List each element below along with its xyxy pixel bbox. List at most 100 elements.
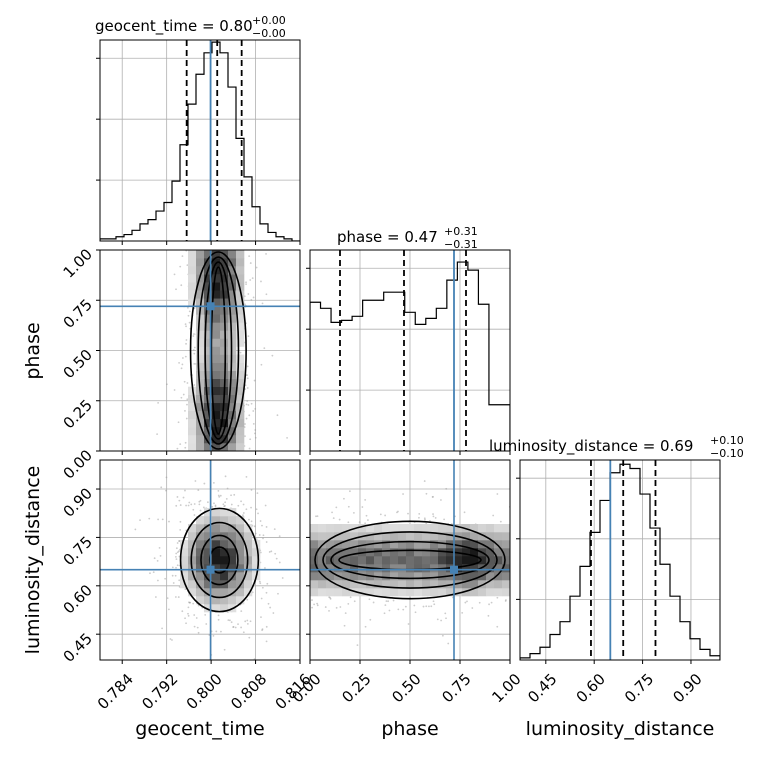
scatter-point <box>230 621 233 624</box>
scatter-point <box>261 629 264 632</box>
density-cell <box>374 532 383 541</box>
scatter-point <box>259 551 262 554</box>
density-cell <box>228 290 237 299</box>
density-cell <box>204 386 213 396</box>
scatter-point <box>425 605 428 608</box>
density-cell <box>196 250 205 259</box>
density-cell <box>228 386 237 396</box>
title-luminosity-distance-minus: −0.10 <box>710 447 744 460</box>
density-cell <box>342 572 351 581</box>
density-cell <box>244 548 253 557</box>
scatter-point <box>204 613 207 616</box>
density-cell <box>318 556 327 565</box>
scatter-point <box>261 586 264 589</box>
scatter-point <box>245 475 248 478</box>
density-cell <box>212 442 221 451</box>
scatter-point <box>178 550 180 553</box>
density-cell <box>382 588 391 597</box>
scatter-point <box>407 623 410 625</box>
density-cell <box>342 564 351 573</box>
xtick-label-geocent_time-1: 0.792 <box>138 670 181 713</box>
density-cell <box>494 588 503 597</box>
density-cell <box>204 580 213 589</box>
density-cell <box>196 540 205 549</box>
panel-luminosity_distance-luminosity_distance <box>520 460 720 660</box>
density-cell <box>382 556 391 565</box>
density-cell <box>318 532 327 541</box>
density-cell <box>390 564 399 573</box>
density-cell <box>228 426 237 436</box>
scatter-point <box>195 617 198 619</box>
density-cell <box>494 548 503 557</box>
scatter-point <box>247 293 250 295</box>
density-cell <box>212 314 221 323</box>
density-cell <box>180 564 189 573</box>
scatter-point <box>440 499 442 501</box>
scatter-point <box>193 503 196 505</box>
density-cell <box>350 580 359 589</box>
scatter-point <box>268 551 271 553</box>
density-cell <box>212 386 221 396</box>
density-cell <box>204 314 213 323</box>
density-cell <box>180 572 189 581</box>
density-cell <box>204 250 213 259</box>
density-cell <box>220 258 229 267</box>
scatter-point <box>332 517 335 520</box>
density-cell <box>228 524 237 533</box>
scatter-point <box>220 630 222 633</box>
scatter-point <box>215 667 217 669</box>
density-cell <box>318 580 327 589</box>
density-cell <box>212 330 221 339</box>
scatter-point <box>407 512 409 515</box>
density-cell <box>398 556 407 565</box>
scatter-point <box>335 506 338 509</box>
scatter-point <box>213 502 215 505</box>
density-cell <box>204 338 213 347</box>
density-cell <box>422 580 431 589</box>
scatter-point <box>158 546 161 549</box>
density-cell <box>212 402 221 412</box>
scatter-point <box>496 493 499 495</box>
density-cell <box>228 596 237 605</box>
density-cell <box>236 290 245 299</box>
density-cell <box>212 418 221 428</box>
density-cell <box>326 524 335 533</box>
scatter-point <box>174 574 177 577</box>
density-cell <box>244 524 253 533</box>
scatter-point <box>212 481 215 484</box>
panel-geocent_time-phase <box>100 250 300 451</box>
density-cell <box>470 524 479 533</box>
scatter-point <box>255 538 258 541</box>
scatter-point <box>392 599 395 602</box>
scatter-point <box>243 303 246 306</box>
scatter-point <box>159 554 162 557</box>
density-cell <box>188 410 197 420</box>
density-cell <box>236 378 245 387</box>
density-cell <box>228 434 237 444</box>
density-cell <box>414 580 423 589</box>
scatter-point <box>249 279 252 281</box>
scatter-point <box>265 625 268 628</box>
density-cell <box>470 588 479 597</box>
contour-2 <box>204 261 233 440</box>
scatter-point <box>198 503 201 506</box>
scatter-point <box>257 512 259 515</box>
density-cell <box>462 572 471 581</box>
density-cell <box>212 378 221 387</box>
density-cell <box>228 370 237 379</box>
scatter-point <box>224 504 226 507</box>
scatter-point <box>244 620 247 623</box>
density-cell <box>212 274 221 283</box>
scatter-point <box>311 606 313 609</box>
density-cell <box>478 556 487 565</box>
scatter-point <box>246 622 249 625</box>
scatter-point <box>206 501 209 504</box>
scatter-point <box>192 335 195 337</box>
scatter-point <box>488 603 490 606</box>
density-cell <box>366 580 375 589</box>
density-cell <box>406 524 415 533</box>
density-cell <box>502 588 510 597</box>
density-cell <box>454 564 463 573</box>
density-cell <box>212 362 221 371</box>
density-cell <box>220 346 229 355</box>
